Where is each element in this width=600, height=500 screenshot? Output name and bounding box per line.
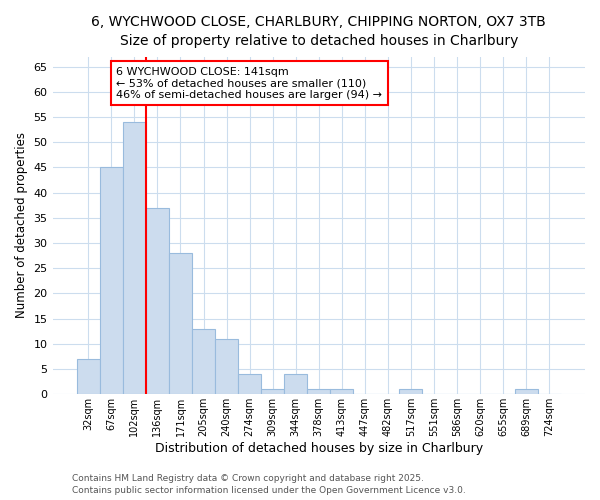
Bar (169, 253, 192, 394)
Bar (215, 339, 238, 394)
X-axis label: Distribution of detached houses by size in Charlbury: Distribution of detached houses by size … (155, 442, 483, 455)
Bar (146, 208, 169, 394)
Text: Contains HM Land Registry data © Crown copyright and database right 2025.
Contai: Contains HM Land Registry data © Crown c… (72, 474, 466, 495)
Text: 6 WYCHWOOD CLOSE: 141sqm
← 53% of detached houses are smaller (110)
46% of semi-: 6 WYCHWOOD CLOSE: 141sqm ← 53% of detach… (116, 66, 382, 100)
Bar (307, 390, 330, 394)
Title: 6, WYCHWOOD CLOSE, CHARLBURY, CHIPPING NORTON, OX7 3TB
Size of property relative: 6, WYCHWOOD CLOSE, CHARLBURY, CHIPPING N… (91, 15, 546, 48)
Bar (77, 359, 100, 394)
Bar (238, 374, 261, 394)
Bar (515, 390, 538, 394)
Y-axis label: Number of detached properties: Number of detached properties (15, 132, 28, 318)
Bar (192, 329, 215, 394)
Bar (261, 390, 284, 394)
Bar (123, 122, 146, 394)
Bar (330, 390, 353, 394)
Bar (400, 390, 422, 394)
Bar (100, 168, 123, 394)
Bar (284, 374, 307, 394)
